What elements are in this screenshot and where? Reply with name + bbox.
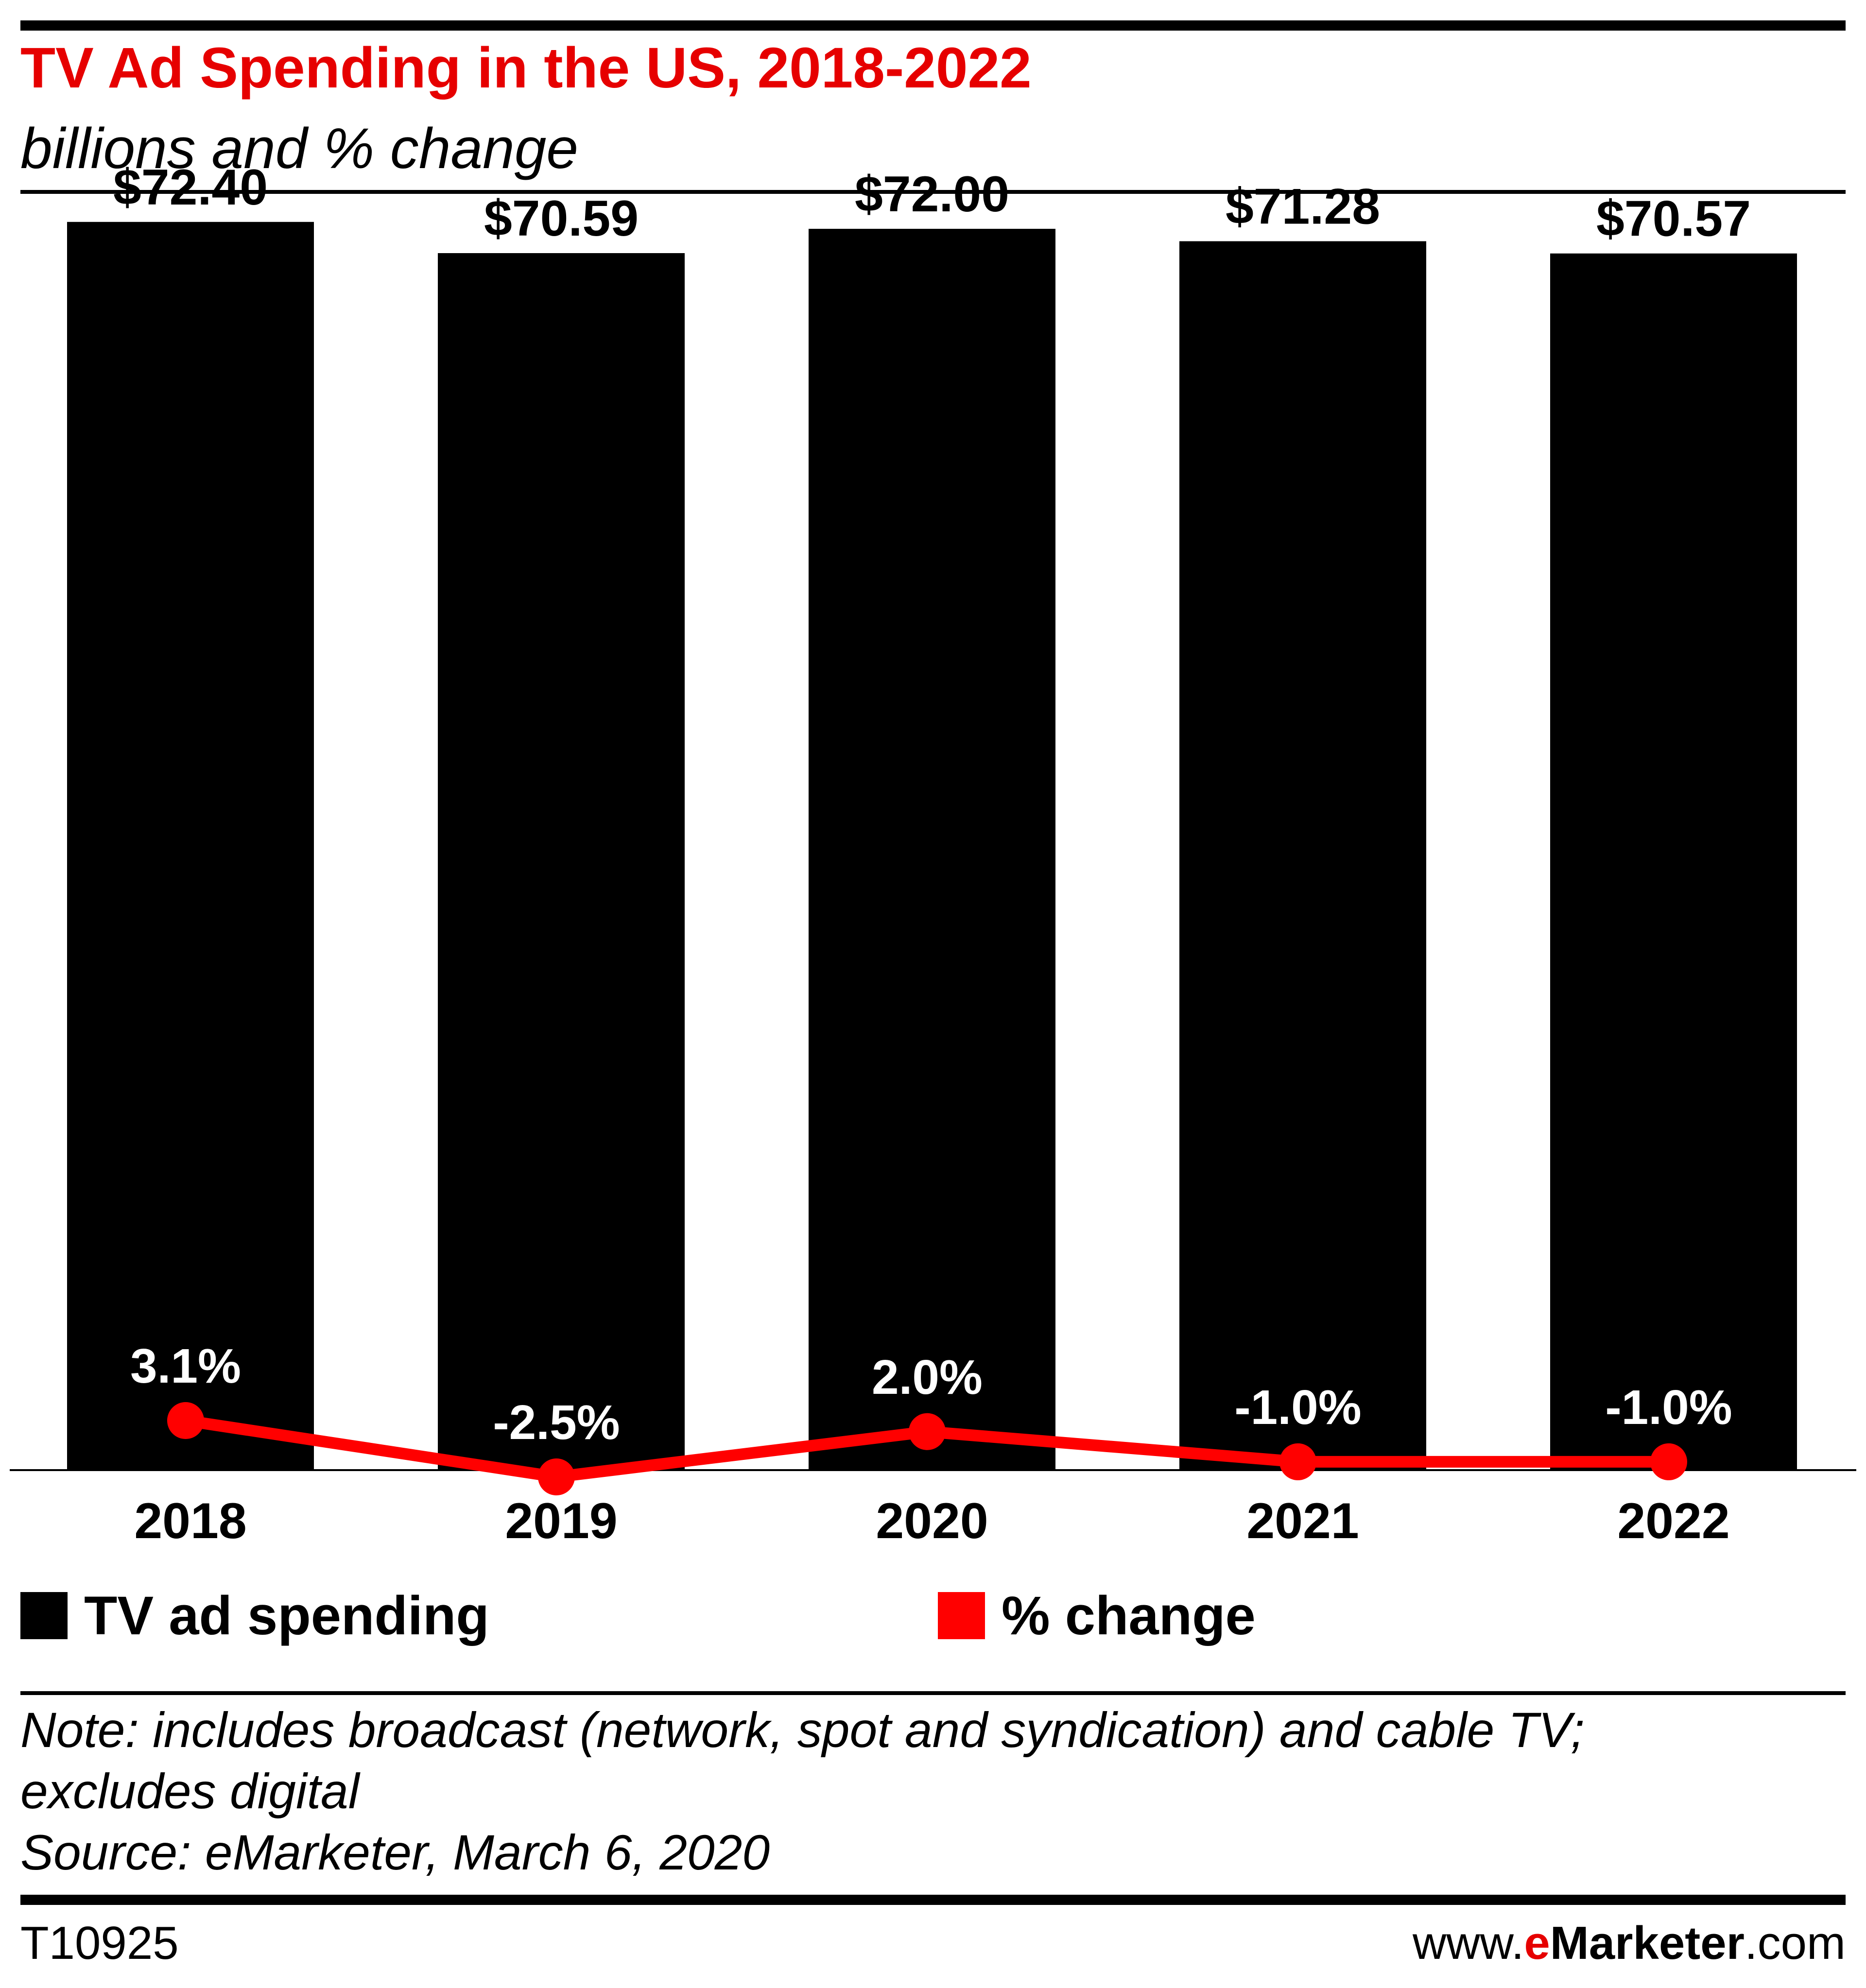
bottom-rule bbox=[20, 1895, 1846, 1905]
site-suffix: .com bbox=[1744, 1917, 1846, 1969]
chart-title: TV Ad Spending in the US, 2018-2022 bbox=[20, 36, 1032, 100]
note-line-2: excludes digital bbox=[20, 1764, 360, 1819]
bar-2018 bbox=[67, 222, 314, 1471]
percent-change-point bbox=[167, 1402, 204, 1439]
bar-value-label: $72.40 bbox=[113, 159, 268, 216]
percent-change-label: -1.0% bbox=[1234, 1380, 1361, 1435]
percent-change-point bbox=[538, 1458, 575, 1495]
bar-value-label: $70.59 bbox=[484, 190, 639, 247]
percent-change-label: -1.0% bbox=[1605, 1380, 1732, 1435]
notes-rule bbox=[20, 1691, 1846, 1695]
bar-value-label: $70.57 bbox=[1596, 191, 1751, 247]
x-tick-label: 2022 bbox=[1617, 1493, 1729, 1549]
legend-label-bars: TV ad spending bbox=[84, 1585, 489, 1646]
bar-2020 bbox=[809, 228, 1055, 1471]
bar-2021 bbox=[1179, 241, 1426, 1471]
legend-swatch-bars bbox=[20, 1592, 68, 1639]
percent-change-label: -2.5% bbox=[493, 1395, 620, 1450]
percent-change-label: 2.0% bbox=[872, 1350, 983, 1405]
percent-change-point bbox=[909, 1413, 946, 1450]
legend-swatch-line bbox=[938, 1592, 985, 1639]
bar-2019 bbox=[438, 253, 685, 1471]
site-prefix: www. bbox=[1413, 1917, 1524, 1969]
bar-value-label: $72.00 bbox=[855, 166, 1009, 223]
chart-id: T10925 bbox=[20, 1917, 179, 1969]
x-tick-label: 2019 bbox=[505, 1493, 617, 1549]
bar-value-label: $71.28 bbox=[1226, 179, 1380, 235]
x-tick-label: 2020 bbox=[876, 1493, 988, 1549]
percent-change-point bbox=[1650, 1443, 1687, 1480]
percent-change-point bbox=[1279, 1443, 1316, 1480]
subtitle-rule bbox=[20, 190, 1846, 194]
source-line: Source: eMarketer, March 6, 2020 bbox=[20, 1825, 770, 1880]
x-tick-label: 2018 bbox=[134, 1493, 246, 1549]
chart-area: $72.40 $70.59 $72.00 $71.28 $70.57 3.1% -2.5% 2… bbox=[10, 159, 1856, 1549]
note-line-1: Note: includes broadcast (network, spot … bbox=[20, 1702, 1585, 1758]
site-brand: Marketer bbox=[1550, 1917, 1745, 1969]
top-rule bbox=[20, 20, 1846, 31]
legend-label-line: % change bbox=[1002, 1585, 1256, 1646]
site-url[interactable]: www.eMarketer.com bbox=[1413, 1917, 1846, 1970]
chart-subtitle: billions and % change bbox=[20, 117, 579, 181]
legend-item-bars: TV ad spending bbox=[20, 1584, 489, 1647]
percent-change-label: 3.1% bbox=[130, 1339, 241, 1393]
legend-item-line: % change bbox=[938, 1584, 1256, 1647]
site-e: e bbox=[1524, 1917, 1550, 1969]
bar-2022 bbox=[1550, 253, 1797, 1470]
x-tick-label: 2021 bbox=[1246, 1493, 1359, 1549]
